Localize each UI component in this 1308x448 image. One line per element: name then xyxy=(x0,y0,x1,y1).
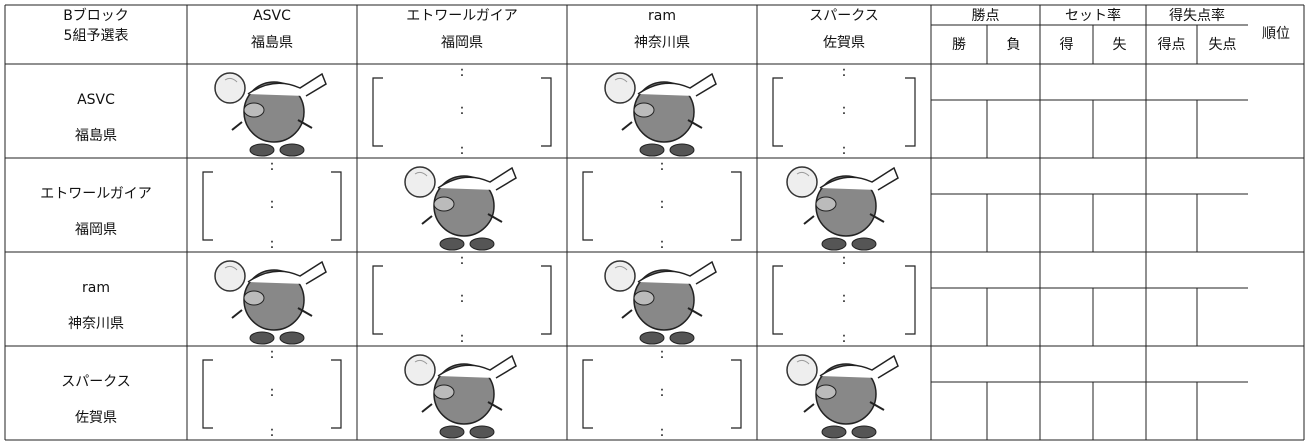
row-team: エトワールガイア xyxy=(40,186,152,202)
row-prefecture: 福岡県 xyxy=(75,222,117,238)
score-separator: : xyxy=(460,252,465,268)
mascot xyxy=(214,260,327,345)
row-team: スパークス xyxy=(61,374,131,390)
score-separator: : xyxy=(842,252,847,268)
bracket xyxy=(905,265,916,335)
bracket xyxy=(541,265,552,335)
score-separator: : xyxy=(270,236,275,252)
score-separator: : xyxy=(270,384,275,400)
prefecture-header: 佐賀県 xyxy=(823,35,865,51)
mascot xyxy=(214,72,327,157)
mascot xyxy=(604,260,717,345)
score-separator: : xyxy=(460,64,465,80)
team-header: ASVC xyxy=(253,8,291,24)
prefecture-header: 福岡県 xyxy=(441,35,483,51)
title: Bブロック xyxy=(63,7,129,24)
stat-header: 得失点率 xyxy=(1169,7,1225,24)
score-separator: : xyxy=(660,196,665,212)
mascot xyxy=(404,354,517,439)
mascot xyxy=(404,166,517,251)
score-separator: : xyxy=(460,330,465,346)
bracket xyxy=(905,77,916,147)
prefecture-header: 福島県 xyxy=(251,35,293,51)
score-separator: : xyxy=(842,64,847,80)
stat-subheader: 得点 xyxy=(1158,36,1186,53)
score-separator: : xyxy=(270,196,275,212)
bracket xyxy=(582,359,593,429)
bracket xyxy=(731,171,742,241)
score-separator: : xyxy=(270,424,275,440)
team-header: スパークス xyxy=(809,8,879,24)
score-separator: : xyxy=(270,346,275,362)
stat-subheader: 得 xyxy=(1060,36,1074,53)
bracket xyxy=(202,359,213,429)
stat-header: セット率 xyxy=(1065,7,1121,24)
stat-subheader: 失点 xyxy=(1209,37,1237,53)
mascot xyxy=(604,72,717,157)
row-prefecture: 佐賀県 xyxy=(75,410,117,426)
score-separator: : xyxy=(270,158,275,174)
bracket xyxy=(582,171,593,241)
bracket xyxy=(372,265,383,335)
stat-subheader: 勝 xyxy=(952,37,966,53)
score-separator: : xyxy=(842,290,847,306)
score-separator: : xyxy=(842,102,847,118)
row-team: ASVC xyxy=(77,92,115,108)
bracket xyxy=(331,359,342,429)
team-header: エトワールガイア xyxy=(406,8,518,24)
prefecture-header: 神奈川県 xyxy=(634,35,690,51)
bracket xyxy=(772,265,783,335)
score-separator: : xyxy=(660,424,665,440)
score-separator: : xyxy=(460,142,465,158)
bracket xyxy=(541,77,552,147)
score-separator: : xyxy=(460,290,465,306)
score-separator: : xyxy=(660,236,665,252)
stat-header: 勝点 xyxy=(972,8,1000,24)
bracket xyxy=(372,77,383,147)
score-separator: : xyxy=(842,330,847,346)
score-separator: : xyxy=(660,384,665,400)
row-team: ram xyxy=(82,280,110,296)
row-prefecture: 神奈川県 xyxy=(68,316,124,332)
bracket xyxy=(331,171,342,241)
stat-subheader: 負 xyxy=(1007,37,1021,53)
score-separator: : xyxy=(460,102,465,118)
bracket xyxy=(731,359,742,429)
stat-subheader: 失 xyxy=(1113,37,1127,53)
mascot xyxy=(786,166,899,251)
rank-header: 順位 xyxy=(1262,26,1290,42)
bracket xyxy=(772,77,783,147)
bracket xyxy=(202,171,213,241)
score-separator: : xyxy=(660,158,665,174)
score-separator: : xyxy=(842,142,847,158)
row-prefecture: 福島県 xyxy=(75,128,117,144)
mascot xyxy=(786,354,899,439)
team-header: ram xyxy=(648,8,676,24)
subtitle: 5組予選表 xyxy=(64,28,129,44)
score-separator: : xyxy=(660,346,665,362)
